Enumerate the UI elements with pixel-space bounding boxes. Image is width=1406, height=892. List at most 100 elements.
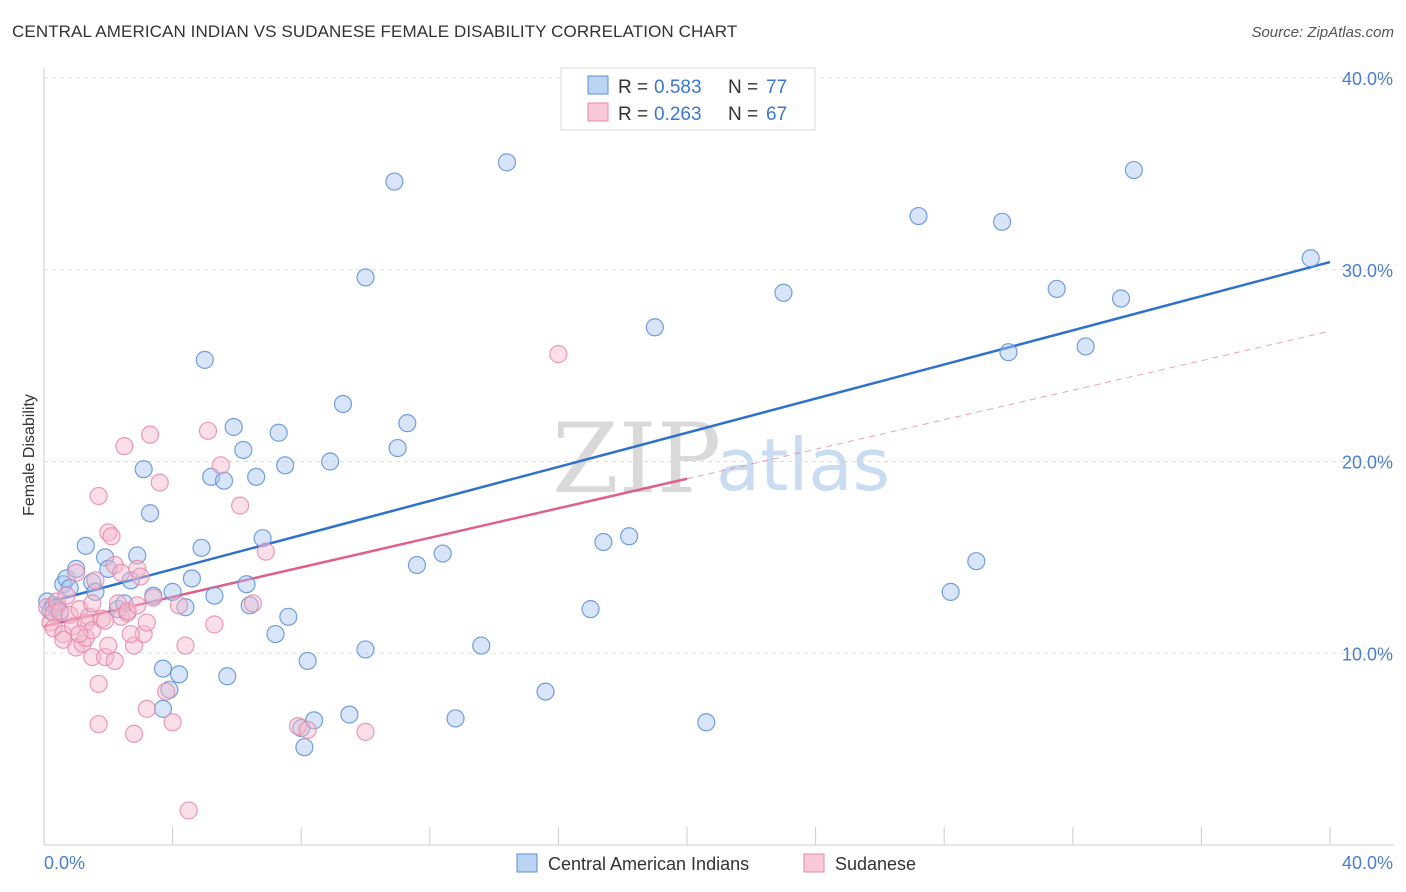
point-central-american-indians-64 (620, 527, 639, 546)
point-central-american-indians-57 (433, 544, 452, 563)
point-central-american-indians-46 (298, 651, 317, 671)
point-sudanese-48 (144, 588, 163, 607)
point-sudanese-44 (134, 624, 153, 644)
trendline-sudanese (43, 477, 688, 628)
point-sudanese-35 (112, 563, 131, 582)
point-sudanese-9 (60, 605, 79, 625)
point-central-american-indians-31 (205, 586, 224, 605)
bottom-legend: Central American Indians Sudanese (516, 853, 916, 874)
point-central-american-indians-71 (992, 212, 1012, 231)
point-central-american-indians-21 (153, 659, 173, 678)
point-sudanese-12 (67, 563, 86, 582)
point-central-american-indians-70 (967, 552, 986, 571)
point-central-american-indians-76 (1124, 160, 1143, 180)
point-sudanese-2 (44, 603, 63, 623)
point-central-american-indians-23 (160, 680, 179, 699)
point-sudanese-4 (47, 592, 66, 611)
point-sudanese-40 (124, 724, 144, 743)
point-central-american-indians-9 (76, 536, 95, 555)
point-central-american-indians-19 (140, 504, 160, 523)
point-sudanese-50 (157, 682, 176, 701)
point-central-american-indians-68 (909, 206, 928, 226)
point-central-american-indians-35 (234, 440, 253, 460)
top-legend: R = 0.583 N = 77 R = 0.263 N = 67 (560, 67, 816, 131)
point-sudanese-55 (205, 615, 224, 634)
point-sudanese-22 (89, 486, 108, 506)
source-credit: Source: ZipAtlas.com (1251, 24, 1394, 41)
point-central-american-indians-41 (269, 423, 288, 442)
point-central-american-indians-34 (224, 417, 243, 437)
point-sudanese-53 (179, 801, 198, 820)
point-sudanese-59 (256, 542, 275, 561)
point-sudanese-20 (83, 594, 102, 613)
point-sudanese-30 (102, 527, 121, 546)
point-sudanese-36 (115, 437, 134, 456)
point-sudanese-57 (231, 496, 250, 515)
legend-r-value-1: 0.583 (654, 77, 702, 98)
point-central-american-indians-43 (279, 607, 298, 626)
y-tick-label-20: 20.0% (1342, 453, 1393, 473)
point-central-american-indians-61 (536, 682, 555, 701)
point-sudanese-8 (57, 586, 76, 605)
point-central-american-indians-50 (340, 705, 359, 724)
point-sudanese-61 (298, 720, 317, 740)
point-central-american-indians-69 (941, 582, 960, 601)
bottom-legend-label-sudanese: Sudanese (835, 854, 916, 874)
tick-labels: 10.0% 20.0% 30.0% 40.0% 0.0% 40.0% (44, 69, 1393, 873)
legend-n-label-2: N = (728, 104, 758, 125)
point-sudanese-52 (176, 636, 195, 655)
point-sudanese-58 (243, 594, 263, 613)
point-sudanese-64 (169, 596, 189, 615)
axes (43, 68, 1394, 846)
point-sudanese-43 (131, 567, 150, 586)
point-central-american-indians-62 (581, 600, 600, 619)
point-sudanese-54 (198, 421, 218, 440)
watermark-atlas: atlas (716, 423, 890, 507)
point-sudanese-65 (121, 624, 140, 644)
y-tick-label-40: 40.0% (1342, 69, 1393, 89)
legend-n-value-2: 67 (766, 104, 787, 125)
point-central-american-indians-75 (1111, 289, 1131, 308)
point-central-american-indians-73 (1047, 279, 1066, 299)
point-central-american-indians-32 (214, 471, 234, 490)
point-central-american-indians-27 (182, 569, 201, 588)
point-central-american-indians-53 (385, 172, 404, 191)
point-central-american-indians-77 (1301, 249, 1320, 268)
point-central-american-indians-22 (153, 699, 173, 718)
point-sudanese-18 (83, 647, 102, 667)
point-sudanese-23 (89, 674, 108, 694)
point-central-american-indians-60 (497, 153, 517, 172)
point-central-american-indians-54 (388, 438, 407, 458)
legend-r-label-1: R = (618, 77, 648, 98)
legend-n-label-1: N = (728, 77, 758, 98)
point-central-american-indians-28 (192, 538, 211, 557)
point-central-american-indians-65 (645, 318, 664, 337)
legend-swatch-blue (587, 75, 609, 95)
point-sudanese-66 (70, 624, 89, 644)
bottom-legend-swatch-pink (803, 853, 825, 873)
point-sudanese-51 (163, 713, 182, 732)
point-central-american-indians-63 (594, 532, 613, 552)
point-central-american-indians-26 (176, 598, 195, 617)
x-tick-label-max: 40.0% (1342, 853, 1393, 873)
point-central-american-indians-37 (240, 596, 259, 615)
point-central-american-indians-12 (95, 548, 115, 567)
point-sudanese-49 (150, 473, 169, 492)
point-sudanese-21 (86, 571, 105, 590)
point-sudanese-29 (99, 636, 118, 655)
legend-r-value-2: 0.263 (654, 104, 702, 125)
point-sudanese-5 (50, 601, 70, 621)
point-central-american-indians-36 (237, 575, 256, 594)
point-central-american-indians-33 (218, 667, 237, 686)
point-central-american-indians-58 (446, 709, 465, 728)
point-central-american-indians-52 (356, 268, 375, 287)
point-sudanese-24 (89, 715, 108, 734)
legend-swatch-pink (587, 102, 609, 122)
point-central-american-indians-55 (398, 414, 417, 433)
point-sudanese-25 (92, 609, 111, 628)
point-central-american-indians-51 (356, 640, 375, 659)
point-central-american-indians-72 (999, 343, 1018, 362)
point-central-american-indians-56 (407, 555, 427, 575)
point-sudanese-62 (356, 722, 375, 741)
